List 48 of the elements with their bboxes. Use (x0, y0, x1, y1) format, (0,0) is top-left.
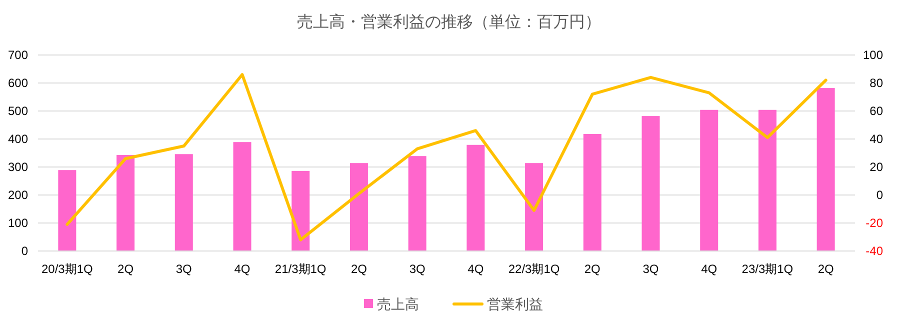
y-tick-label: 300 (8, 160, 28, 174)
bar (174, 154, 193, 251)
legend-label: 営業利益 (487, 296, 543, 312)
y-tick-label: 0 (21, 244, 28, 258)
line-series (66, 73, 828, 242)
bar (233, 142, 252, 251)
bar (700, 110, 718, 251)
y-tick-label: 400 (8, 132, 28, 146)
x-tick-label: 2Q (350, 262, 367, 276)
y2-tick-label: 20 (870, 160, 884, 174)
y2-tick-label: 80 (870, 76, 884, 90)
x-tick-label: 4Q (234, 262, 250, 276)
bar (58, 170, 76, 251)
y2-tick-label: -20 (866, 216, 884, 230)
x-tick-label: 4Q (468, 262, 484, 276)
y-tick-label: 100 (8, 216, 28, 230)
bar (116, 154, 135, 251)
y-tick-label: 200 (8, 188, 28, 202)
y-tick-label: 500 (8, 104, 28, 118)
chart-title: 売上高・営業利益の推移（単位：百万円） (297, 13, 601, 31)
x-tick-label: 3Q (409, 262, 426, 276)
x-tick-label: 2Q (584, 262, 600, 276)
x-tick-label: 2Q (818, 262, 834, 276)
bar (292, 170, 310, 251)
bar (525, 163, 544, 251)
y2-tick-label: 100 (862, 48, 884, 62)
bar (583, 134, 602, 251)
bar (642, 116, 660, 251)
y-tick-label: 600 (8, 76, 28, 90)
y2-tick-label: -40 (866, 244, 884, 258)
y2-tick-label: 0 (876, 188, 884, 202)
bar (466, 144, 485, 251)
bar (758, 110, 776, 251)
x-tick-label: 20/3期1Q (41, 262, 93, 276)
bar (408, 156, 426, 251)
bar (816, 88, 835, 251)
y-tick-label: 700 (8, 48, 28, 62)
bar (350, 163, 368, 251)
x-tick-label: 22/3期1Q (508, 262, 560, 276)
x-tick-label: 4Q (701, 262, 718, 276)
x-tick-label: 23/3期1Q (742, 262, 794, 276)
legend-label: 売上高 (377, 296, 419, 312)
x-tick-label: 3Q (176, 262, 192, 276)
x-tick-label: 3Q (642, 262, 659, 276)
x-tick-label: 2Q (118, 262, 134, 276)
y2-tick-label: 40 (870, 132, 884, 146)
y2-tick-label: 60 (870, 104, 884, 118)
x-tick-label: 21/3期1Q (274, 262, 326, 276)
